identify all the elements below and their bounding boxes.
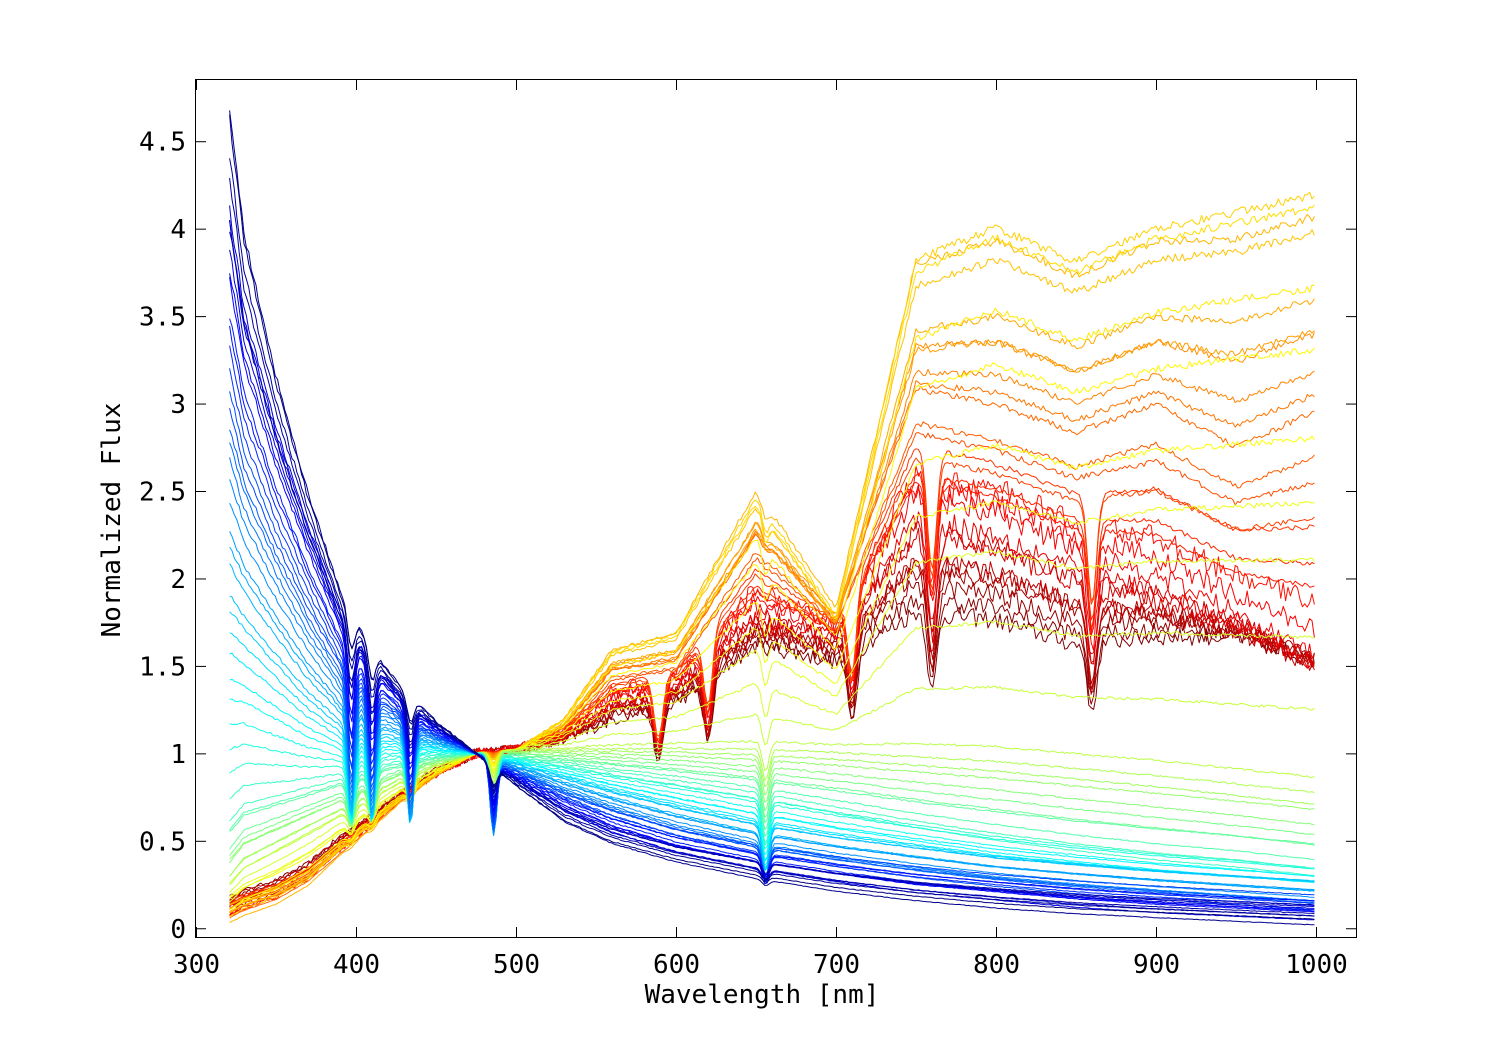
spectrum-line (229, 214, 1315, 923)
tick-layer: 300 400 500 600 700 800 900 1000 0 0.5 1 1.5 2 2.5 3 3.… (139, 80, 1356, 980)
y-tick-label: 1.5 (139, 652, 186, 682)
spectrum-line (229, 158, 1315, 917)
y-tick-label: 0.5 (139, 827, 186, 857)
spectrum-line (229, 566, 1315, 908)
spectrum-line (229, 386, 1315, 919)
spectrum-line (229, 114, 1315, 920)
x-tick-label: 900 (1133, 950, 1180, 980)
spectrum-line (229, 325, 1315, 902)
spectrum-line (229, 219, 1315, 906)
spectrum-line (229, 284, 1315, 911)
spectrum-line (229, 177, 1315, 915)
spectrum-line (229, 595, 1315, 882)
y-tick-label: 2.5 (139, 478, 186, 508)
series-layer (229, 110, 1315, 926)
plot-frame (195, 79, 1357, 938)
spectrum-line (229, 421, 1315, 909)
spectrum-line (229, 531, 1315, 891)
y-tick-label: 4.5 (139, 128, 186, 158)
x-axis-label: Wavelength [nm] (645, 980, 880, 1010)
x-tick-label: 600 (653, 950, 700, 980)
spectrum-line (229, 511, 1315, 907)
spectrum-line (229, 429, 1315, 902)
y-tick-label: 3 (170, 390, 186, 420)
spectrum-line (229, 739, 1315, 886)
y-axis-label: Normalized Flux (97, 403, 127, 638)
spectrum-line (229, 368, 1315, 910)
y-tick-label: 1 (170, 740, 186, 770)
y-tick-label: 3.5 (139, 303, 186, 333)
x-tick-label: 500 (493, 950, 540, 980)
x-tick-label: 400 (333, 950, 380, 980)
y-tick-label: 2 (170, 565, 186, 595)
spectrum-line (229, 318, 1315, 912)
y-tick-label: 4 (170, 215, 186, 245)
x-tick-label: 300 (173, 950, 220, 980)
x-tick-label: 800 (973, 950, 1020, 980)
x-tick-label: 1000 (1285, 950, 1348, 980)
x-tick-label: 700 (813, 950, 860, 980)
y-tick-label: 0 (170, 915, 186, 945)
spectrum-line (229, 408, 1315, 896)
spectrum-line (229, 110, 1315, 926)
spectrum-line (229, 479, 1315, 902)
